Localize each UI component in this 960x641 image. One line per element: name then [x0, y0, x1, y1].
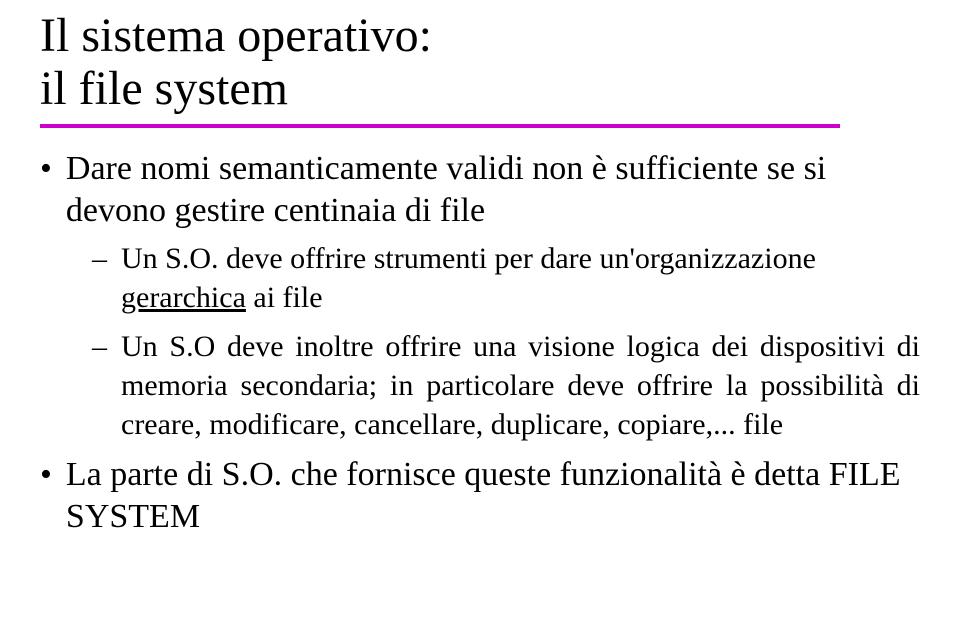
- bullet-dot-icon: •: [40, 454, 52, 497]
- title-line-1: Il sistema operativo:: [40, 10, 920, 63]
- sub1-suffix: ai file: [246, 281, 323, 314]
- bullet-2: • La parte di S.O. che fornisce queste f…: [40, 454, 920, 539]
- bullet-1: • Dare nomi semanticamente validi non è …: [40, 148, 920, 233]
- title-line-2: il file system: [40, 63, 920, 116]
- bullet-1-sub-2-text: Un S.O deve inoltre offrire una visione …: [121, 327, 920, 444]
- slide-title: Il sistema operativo: il file system: [40, 10, 920, 116]
- bullet-dot-icon: •: [40, 148, 52, 191]
- title-underline: [40, 124, 840, 128]
- sub1-underlined: gerarchica: [121, 281, 246, 314]
- sub1-prefix: Un S.O. deve offrire strumenti per dare …: [121, 242, 816, 275]
- bullet-2-text: La parte di S.O. che fornisce queste fun…: [66, 454, 920, 539]
- bullet-1-sub-1-text: Un S.O. deve offrire strumenti per dare …: [121, 239, 920, 317]
- bullet-dash-icon: –: [92, 327, 107, 366]
- bullet-1-sub-2: – Un S.O deve inoltre offrire una vision…: [92, 327, 920, 444]
- bullet-1-sub-1: – Un S.O. deve offrire strumenti per dar…: [92, 239, 920, 317]
- bullet-dash-icon: –: [92, 239, 107, 278]
- slide: Il sistema operativo: il file system • D…: [0, 0, 960, 539]
- bullet-1-text: Dare nomi semanticamente validi non è su…: [66, 148, 920, 233]
